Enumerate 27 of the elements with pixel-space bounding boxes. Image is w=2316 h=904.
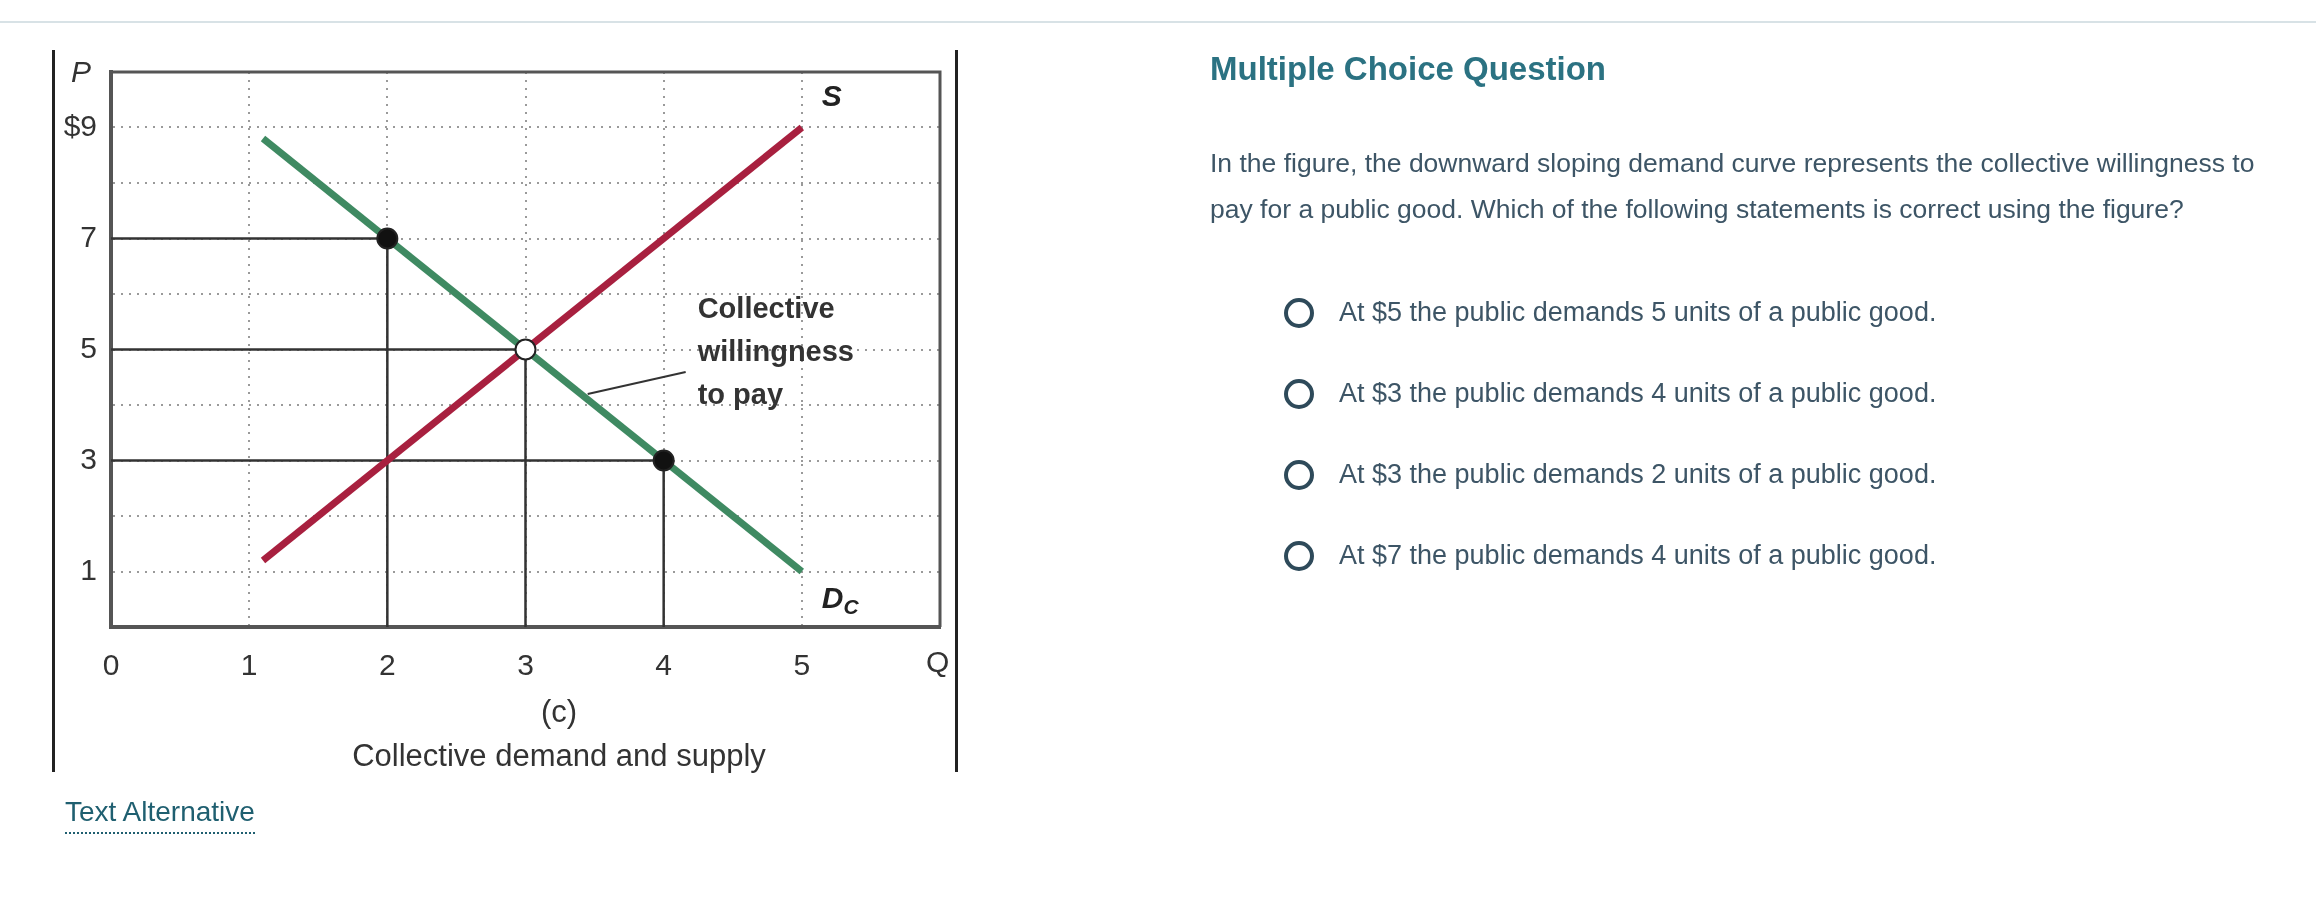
text: At $3 the public demands 4 units of a public good. xyxy=(1339,378,1937,409)
text: (c) xyxy=(539,693,579,731)
text: Collective demand and supply xyxy=(351,737,767,775)
x-tick-label: 0 xyxy=(102,648,120,682)
series-label: S xyxy=(821,78,842,112)
y-axis-title: P xyxy=(71,55,92,89)
y-tick-label: 1 xyxy=(80,552,97,586)
point xyxy=(376,227,399,250)
x-tick-label: 4 xyxy=(655,648,673,682)
x-axis-title: Q xyxy=(926,645,950,679)
text: In the figure, the downward sloping demand curve represents the collective willingness to pay for a public good. Which of the following statements is correct using the figure? xyxy=(1210,147,2256,226)
text: At $7 the public demands 4 units of a public good. xyxy=(1339,540,1937,571)
y-tick-label: 7 xyxy=(80,219,97,253)
x-tick-label: 3 xyxy=(517,648,534,682)
text: Multiple Choice Question xyxy=(1210,50,1608,88)
y-tick-label: $9 xyxy=(63,108,97,142)
text: Text Alternative xyxy=(65,796,255,834)
point xyxy=(652,449,675,472)
x-tick-label: 5 xyxy=(793,648,811,682)
annotation: Collective willingness to pay xyxy=(696,291,854,410)
x-tick-label: 1 xyxy=(240,648,258,682)
y-tick-label: 3 xyxy=(80,441,97,475)
text: At $5 the public demands 5 units of a public good. xyxy=(1339,297,1937,328)
text: At $3 the public demands 2 units of a public good. xyxy=(1339,459,1937,490)
point xyxy=(514,338,537,361)
x-tick-label: 2 xyxy=(378,648,396,682)
y-tick-label: 5 xyxy=(80,330,97,364)
